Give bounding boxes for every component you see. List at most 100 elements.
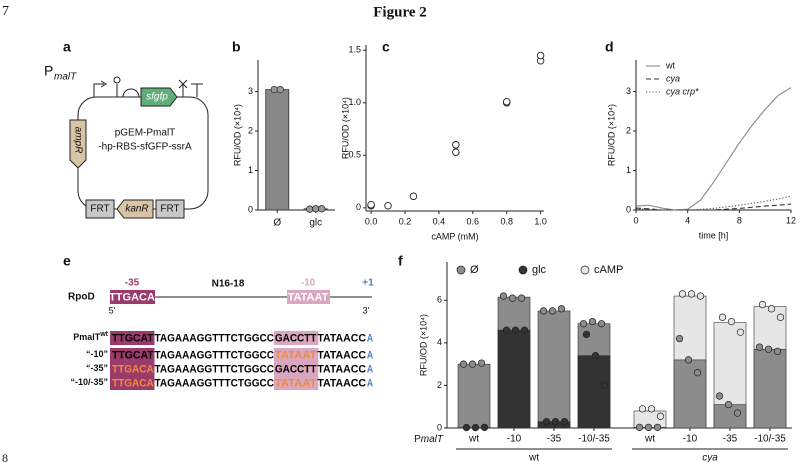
panel-letter: c <box>382 39 390 55</box>
y-tick-label: 0 <box>626 204 631 214</box>
replicate-dot <box>638 405 647 413</box>
y-tick-label: 4 <box>437 337 442 347</box>
row-label: “-10” <box>86 349 108 359</box>
x-tick-label: 0.2 <box>399 216 412 226</box>
replicate-dot <box>499 292 508 300</box>
row-label-text: “-35” <box>86 363 108 373</box>
box-10 <box>273 376 319 390</box>
x-tick-label: 8 <box>737 215 742 225</box>
bar <box>753 348 787 429</box>
replicate-dot <box>270 85 278 94</box>
legend-dot <box>518 265 528 275</box>
gene-box <box>140 87 178 107</box>
sequence-tail: TATAACC <box>317 332 366 344</box>
three-prime: 3' <box>363 305 370 315</box>
replicate-dot <box>644 423 653 432</box>
replicate-dot <box>758 300 767 309</box>
bar <box>457 363 491 429</box>
sequence-tss: A <box>367 377 373 389</box>
y-axis-label: RFU/OD (×10⁴) <box>340 97 350 159</box>
y-tick-label: 1 <box>626 165 631 175</box>
point <box>502 97 511 106</box>
sigma-name: RpoD <box>68 292 95 303</box>
x-tick-label: 12 <box>786 215 796 225</box>
replicate-dot <box>591 351 600 360</box>
y-tick-label: 0 <box>356 202 361 212</box>
y-axis-label: RFU/OD (×10⁴) <box>232 104 242 166</box>
replicate-dot <box>773 347 782 356</box>
y-tick-label: 1 <box>248 165 253 175</box>
legend-label: cya <box>666 73 680 83</box>
sequence-mid: TAGAAAGGTTTCTGGCC <box>154 332 274 344</box>
box-10 <box>273 348 319 362</box>
box-35 <box>110 331 155 345</box>
frt-label: FRT <box>90 204 109 215</box>
frt-label: FRT <box>160 204 179 215</box>
group-label: cya <box>702 453 718 462</box>
y-tick-label: 3 <box>626 86 631 96</box>
replicate-dot <box>539 307 548 315</box>
replicate-dot <box>696 292 705 300</box>
box-10 <box>273 362 319 376</box>
plasmid-name: pGEM-PmalT <box>115 128 176 139</box>
consensus-35: TTGACA <box>109 291 155 303</box>
y-tick-label: 0 <box>437 422 442 432</box>
x-tick-label: glc <box>309 218 322 229</box>
sequence-tss: A <box>367 349 373 361</box>
degradation-tag <box>178 79 188 97</box>
sequence-tail: TATAACC <box>317 363 366 375</box>
bar <box>673 359 707 429</box>
replicate-dot <box>459 360 468 368</box>
x-tick-label: 1.0 <box>534 216 547 226</box>
x-axis-label: time [h] <box>699 230 729 240</box>
y-tick-label: 1.5 <box>348 45 361 55</box>
sequence-box35: TTGCAT <box>112 349 154 361</box>
replicate-dot <box>560 417 569 426</box>
legend-dot <box>580 265 590 275</box>
bar <box>577 355 611 429</box>
x-label-prefix: P <box>414 434 421 445</box>
row-label: PmalTwt <box>73 331 108 343</box>
sequence-box10: GACCTT <box>275 363 317 375</box>
bar <box>497 329 531 429</box>
x-label-italic: malT <box>421 434 444 445</box>
box-35 <box>110 362 155 376</box>
y-tick-label: 0 <box>248 204 253 214</box>
line <box>635 87 792 211</box>
row-label-sup: wt <box>99 331 108 338</box>
replicate-dot <box>502 326 511 334</box>
sequence-box35: TTGACA <box>112 377 154 389</box>
y-tick-label: 0.5 <box>348 150 361 160</box>
replicate-dot <box>684 356 693 364</box>
replicate-dot <box>764 345 773 353</box>
gene-label: sfgfp <box>146 92 168 103</box>
x-tick-label: 0.8 <box>500 216 513 226</box>
replicate-dot <box>582 330 591 339</box>
x-tick-label: wt <box>644 434 655 445</box>
replicate-dot <box>517 294 526 302</box>
figure-title: Figure 2 <box>373 4 426 20</box>
replicate-dot <box>462 423 471 432</box>
replicate-dot <box>635 423 644 432</box>
point <box>536 51 545 60</box>
replicate-dot <box>511 326 520 334</box>
box-35 <box>110 376 155 390</box>
replicate-dot <box>471 423 480 432</box>
x-tick-label: Ø <box>273 218 281 229</box>
five-prime: 5' <box>109 305 116 315</box>
promoter: P <box>44 63 53 79</box>
replicate-dot <box>542 417 551 426</box>
panel-letter: b <box>232 39 241 55</box>
rbs <box>122 88 140 98</box>
y-tick-label: 1.0 <box>348 97 361 107</box>
kan-box <box>116 199 154 219</box>
consensus-10: TATAAT <box>288 291 329 303</box>
terminator <box>191 83 203 97</box>
replicate-dot <box>687 290 696 298</box>
row-label-text: “-10/-35” <box>70 377 108 387</box>
promoter-arrow <box>93 83 104 97</box>
box-35 <box>110 348 155 362</box>
sequence-mid: TAGAAAGGTTTCTGGCC <box>154 363 274 375</box>
x-tick-label: 0.4 <box>433 216 446 226</box>
sequence-box35: TTGACA <box>112 363 154 375</box>
